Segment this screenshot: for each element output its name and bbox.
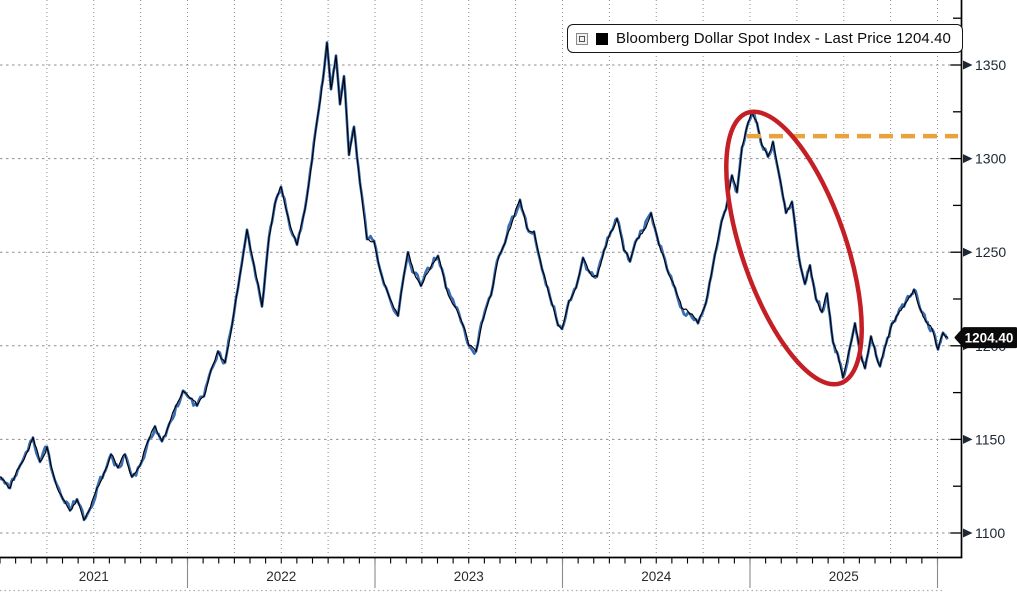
year-label: 2023 (454, 569, 484, 584)
x-axis: 2021 2022 2023 2024 2025 (0, 557, 945, 592)
legend-series-label: Bloomberg Dollar Spot Index - Last Price… (616, 30, 951, 47)
axis-frame (0, 0, 963, 559)
y-tick-label: 1150 (975, 431, 1005, 447)
y-tick-arrow-icon (963, 434, 973, 444)
y-tick-label: 1300 (975, 151, 1006, 167)
year-label: 2022 (266, 569, 296, 584)
trend-ellipse-annotation (724, 109, 864, 387)
y-tick-label: 1100 (975, 525, 1005, 541)
legend-box[interactable]: Bloomberg Dollar Spot Index - Last Price… (567, 24, 963, 53)
year-label: 2025 (829, 569, 859, 584)
y-tick-arrow-icon (963, 528, 973, 538)
series-line-main (0, 41, 949, 521)
y-tick-label: 1250 (975, 244, 1006, 260)
y-axis: 135013001250120011501100 (950, 17, 1006, 541)
legend-series-swatch (596, 32, 608, 45)
y-tick-arrow-icon (963, 154, 973, 164)
legend-expand-icon[interactable] (576, 32, 588, 45)
y-tick-arrow-icon (963, 247, 973, 257)
y-tick-label: 1350 (975, 57, 1006, 73)
svg-text:1204.40: 1204.40 (965, 330, 1014, 345)
y-tick-arrow-icon (963, 60, 973, 70)
year-label: 2024 (641, 569, 672, 584)
grid (0, 0, 960, 555)
last-price-tag: 1204.40 (954, 327, 1017, 349)
year-label: 2021 (79, 569, 109, 584)
